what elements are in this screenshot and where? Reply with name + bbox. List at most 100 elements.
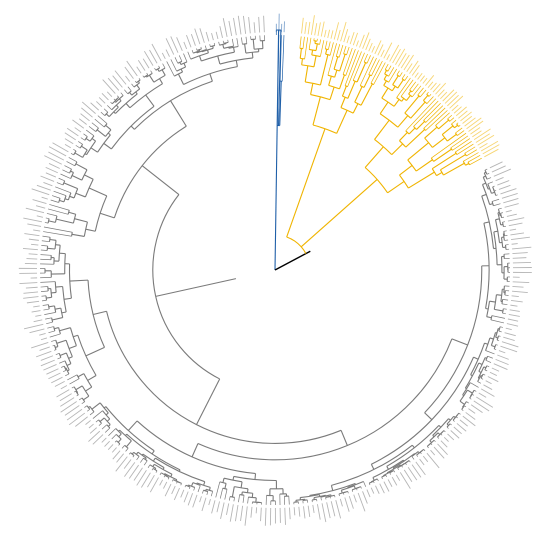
leaf-label [447,433,455,441]
leaf-label [497,354,509,360]
leaf-label [48,163,60,169]
leaf-label [112,450,121,460]
branch [334,495,336,498]
branch [435,112,450,126]
leaf-label [484,148,499,158]
branch [46,296,52,299]
root-branch [274,250,311,271]
branch [315,43,318,51]
branch [114,440,117,443]
branch [433,439,436,442]
branch [482,373,486,376]
branch-arc [464,362,480,389]
branch [408,127,416,135]
branch-arc [229,496,235,498]
leaf-label [124,462,136,477]
branch [431,132,467,159]
branch [166,61,175,77]
branch [310,83,314,95]
leaf-label [491,165,506,173]
branch-arc [136,79,141,84]
branch [384,63,389,70]
branch-arc [501,299,504,304]
leaf-label [440,91,448,100]
branch-arc [158,67,166,72]
branch [386,466,390,470]
branch [127,86,132,92]
branch [54,349,57,351]
branch-arc [446,415,455,425]
branch [374,119,390,140]
leaf-label [35,205,46,209]
branch [415,159,433,172]
leaf-label [186,34,192,48]
branch [41,299,47,302]
leaf-label [330,501,336,517]
branch-arc [64,253,66,274]
leaf-label [383,481,390,492]
branch [346,46,350,55]
branch [408,90,412,95]
leaf-label [253,22,256,33]
branch-arc [248,496,257,499]
branch [467,389,473,394]
branch [236,38,239,47]
leaf-label [465,412,476,420]
branch [449,117,455,122]
branch [41,295,47,297]
branch [425,110,448,131]
branch [43,308,50,311]
branch-arc [424,265,483,414]
branch [426,446,429,449]
branch [393,470,396,473]
branch [454,124,458,129]
branch-arc [396,97,402,102]
branch-arc [503,285,505,293]
branch [422,95,429,101]
branch [440,154,466,171]
leaf-label [464,117,476,127]
branch [470,382,479,388]
leaf-label [493,168,512,177]
leaf-label [48,372,61,380]
branch [396,70,400,76]
branch [85,346,105,357]
leaf-label [228,20,233,37]
branch [105,124,112,131]
leaf-label [171,485,176,495]
leaf-label [48,146,67,157]
branch [41,245,48,247]
leaf-label [142,58,150,69]
leaf-label [510,300,523,303]
leaf-label [66,408,83,421]
branch [129,92,133,96]
leaf-label [263,15,265,33]
branch [407,142,429,161]
branch [78,397,83,401]
branch [198,55,202,62]
branch-arc [405,460,410,464]
leaf-label [31,310,41,313]
branch [191,49,194,54]
branch [70,153,74,156]
branch [180,483,182,486]
leaf-label [74,127,82,133]
branch [436,171,443,177]
branch [431,152,457,170]
leaf-label [462,415,476,427]
branch-arc [177,481,182,484]
branch [451,119,457,125]
branch [47,208,69,215]
branch [66,161,75,167]
branch [118,433,122,438]
leaf-label [23,291,39,294]
branch [91,122,99,129]
leaf-label [304,22,307,34]
branch-arc [108,106,119,118]
branch [340,97,346,108]
leaf-label [25,207,45,214]
branch [340,430,348,446]
branch [496,294,502,296]
branch [494,190,497,192]
leaf-label [359,34,365,48]
